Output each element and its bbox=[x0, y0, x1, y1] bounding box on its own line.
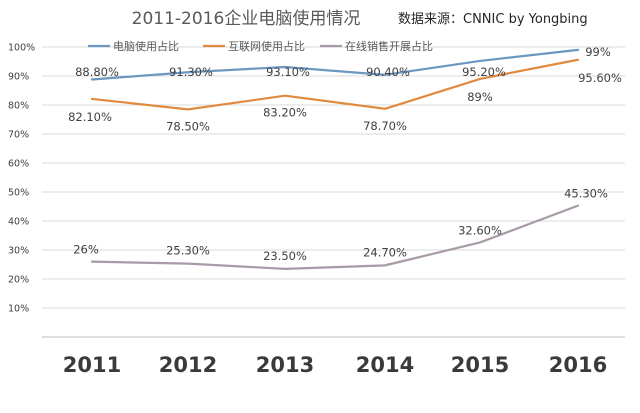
x-tick-label: 2014 bbox=[356, 353, 414, 377]
legend-item: 电脑使用占比 bbox=[88, 39, 179, 53]
data-label: 89% bbox=[467, 90, 493, 104]
legend-label: 电脑使用占比 bbox=[113, 39, 179, 53]
y-tick-label: 10% bbox=[8, 304, 29, 315]
y-tick-label: 80% bbox=[8, 101, 29, 112]
x-tick-label: 2011 bbox=[63, 353, 121, 377]
data-label: 26% bbox=[73, 243, 99, 257]
x-tick-label: 2012 bbox=[159, 353, 217, 377]
data-label: 24.70% bbox=[363, 245, 407, 259]
data-labels: 88.80% 91.30% 93.10% 90.40% 95.20% 99% 82.10% 7… bbox=[68, 45, 622, 263]
grid-lines bbox=[42, 47, 625, 337]
series-line-3 bbox=[92, 206, 578, 269]
legend: 电脑使用占比 互联网使用占比 在线销售开展占比 bbox=[88, 39, 433, 53]
data-label: 23.50% bbox=[263, 249, 307, 263]
chart-title: 2011-2016企业电脑使用情况 bbox=[132, 8, 361, 29]
data-label: 83.20% bbox=[263, 106, 307, 120]
x-tick-label: 2016 bbox=[549, 353, 607, 377]
data-label: 99% bbox=[585, 45, 611, 59]
x-tick-label: 2013 bbox=[256, 353, 314, 377]
data-label: 78.70% bbox=[363, 119, 407, 133]
y-tick-label: 40% bbox=[8, 217, 29, 228]
data-label: 95.20% bbox=[462, 65, 506, 79]
y-tick-label: 100% bbox=[8, 43, 35, 54]
y-tick-label: 60% bbox=[8, 159, 29, 170]
data-label: 82.10% bbox=[68, 110, 112, 124]
y-tick-label: 50% bbox=[8, 188, 29, 199]
series-lines bbox=[92, 50, 578, 269]
data-label: 95.60% bbox=[578, 71, 622, 85]
data-label: 90.40% bbox=[366, 65, 410, 79]
chart-subtitle: 数据来源：CNNIC by Yongbing bbox=[398, 12, 588, 27]
legend-label: 在线销售开展占比 bbox=[345, 39, 433, 53]
y-axis-ticks: 10% 20% 30% 40% 50% 60% 70% 80% 90% 100% bbox=[8, 43, 35, 315]
legend-item: 在线销售开展占比 bbox=[320, 39, 433, 53]
y-tick-label: 30% bbox=[8, 246, 29, 257]
data-label: 45.30% bbox=[564, 187, 608, 201]
y-tick-label: 70% bbox=[8, 130, 29, 141]
data-label: 32.60% bbox=[458, 223, 502, 237]
data-label: 78.50% bbox=[166, 119, 210, 133]
x-tick-label: 2015 bbox=[451, 353, 509, 377]
data-label: 88.80% bbox=[75, 65, 119, 79]
data-label: 93.10% bbox=[266, 65, 310, 79]
legend-item: 互联网使用占比 bbox=[203, 39, 305, 53]
y-tick-label: 90% bbox=[8, 72, 29, 83]
data-label: 25.30% bbox=[166, 244, 210, 258]
legend-label: 互联网使用占比 bbox=[228, 39, 305, 53]
y-tick-label: 20% bbox=[8, 275, 29, 286]
data-label: 91.30% bbox=[169, 65, 213, 79]
x-axis-ticks: 2011 2012 2013 2014 2015 2016 bbox=[63, 353, 607, 377]
